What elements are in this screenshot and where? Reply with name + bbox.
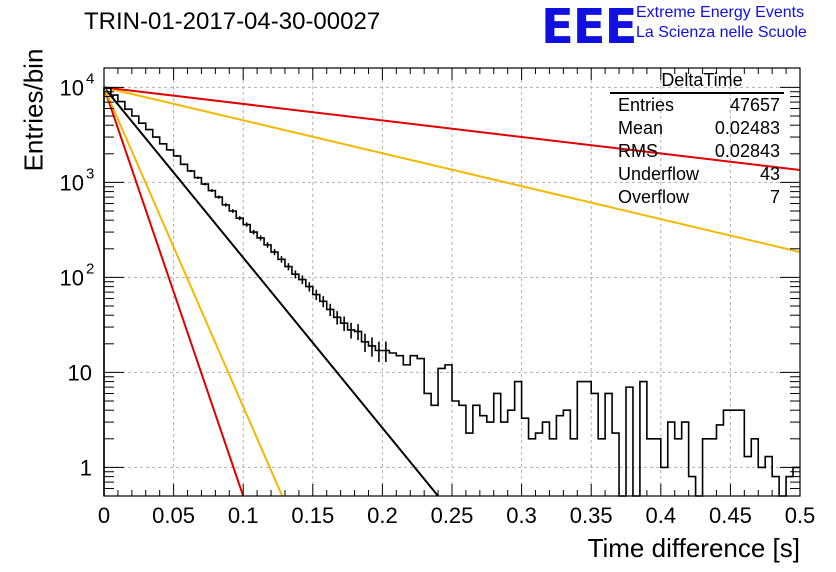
histogram-layer [103, 87, 800, 497]
series-layer [103, 86, 801, 497]
logo-line-1: Extreme Energy Events [636, 4, 805, 21]
x-tick-label: 0.45 [709, 503, 752, 528]
stats-box: DeltaTime Entries 47657 Mean 0.02483 RMS… [610, 68, 784, 209]
stats-row: RMS 0.02843 [612, 140, 780, 163]
histogram-steps [103, 87, 800, 497]
x-tick-labels: 0 0.05 0.1 0.15 0.2 0.25 0.3 0.35 0.4 0.45 0.5 [98, 503, 815, 528]
y-tick-label: 1 [80, 455, 92, 480]
stats-label: Mean [618, 118, 664, 138]
y-tick-exponent: 2 [86, 260, 94, 277]
chart-title: TRIN-01-2017-04-30-00027 [84, 8, 381, 35]
x-tick-label: 0.5 [785, 503, 816, 528]
stats-label: Entries [618, 95, 675, 115]
x-axis-label: Time difference [s] [587, 533, 800, 563]
stats-divider [610, 92, 784, 94]
stats-label: Underflow [618, 164, 700, 184]
y-tick-label: 10 [60, 265, 84, 290]
stats-row: Entries 47657 [612, 94, 780, 117]
tick-marks [103, 68, 801, 496]
x-tick-label: 0.4 [646, 503, 677, 528]
stats-value: 7 [769, 187, 780, 207]
stats-title: DeltaTime [661, 70, 743, 90]
series-line [103, 87, 245, 497]
x-tick-label: 0.3 [506, 503, 537, 528]
x-tick-label: 0.2 [367, 503, 398, 528]
series-line [103, 86, 801, 172]
y-tick-exponent: 4 [86, 70, 94, 87]
stats-label: RMS [618, 141, 658, 161]
stats-label: Overflow [618, 187, 690, 207]
series-line [103, 86, 801, 253]
x-tick-label: 0.1 [228, 503, 259, 528]
eee-logo: EEE [541, 0, 637, 55]
logo-line-2: La Scienza nelle Scuole [636, 24, 807, 41]
y-axis-label: Entries/bin [18, 48, 49, 172]
series-line [103, 86, 284, 497]
x-tick-label: 0.35 [570, 503, 613, 528]
x-tick-label: 0.25 [431, 503, 474, 528]
stats-row: Underflow 43 [612, 163, 780, 186]
stats-value: 0.02483 [714, 118, 780, 138]
y-tick-label: 10 [68, 360, 92, 385]
stats-row: Overflow 7 [612, 186, 780, 209]
y-tick-label: 10 [60, 170, 84, 195]
y-tick-label: 10 [60, 75, 84, 100]
x-tick-label: 0.05 [152, 503, 195, 528]
x-tick-label: 0 [98, 503, 110, 528]
stats-value: 0.02843 [714, 141, 780, 161]
logo-caption: Extreme Energy Events La Scienza nelle S… [636, 3, 807, 43]
stats-value: 43 [759, 164, 780, 184]
series-line [103, 86, 439, 497]
y-tick-exponent: 3 [86, 165, 94, 182]
stats-value: 47657 [729, 95, 780, 115]
x-tick-label: 0.15 [291, 503, 334, 528]
stats-row: Mean 0.02483 [612, 117, 780, 140]
